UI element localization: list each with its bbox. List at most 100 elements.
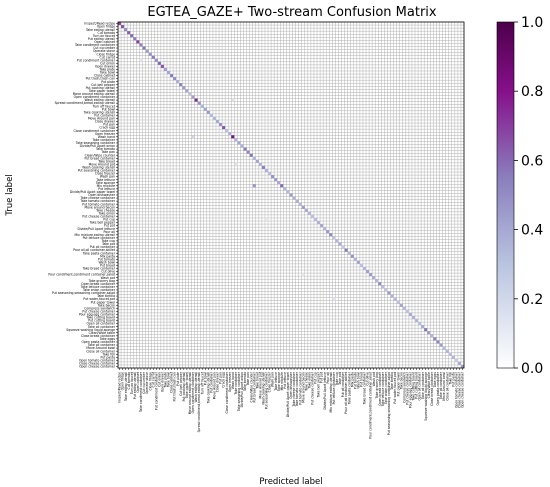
y-tick-label: Take oil container: [87, 325, 116, 329]
y-tick-label: Pour egg,egg container: [79, 313, 116, 317]
x-tick-label: Cut tomato: [127, 372, 131, 390]
y-tick-label: Cut olive: [101, 270, 115, 274]
matrix-cell: [378, 282, 382, 286]
x-tick-label: Close oil container: [445, 371, 449, 400]
matrix-frame: [117, 21, 465, 369]
x-tick-label: Take pasta container: [347, 371, 351, 405]
x-tick-label: Open pasta container: [436, 371, 440, 405]
y-tick-label: Put bowl: [102, 107, 115, 111]
y-tick-label: Put cheese container: [82, 309, 115, 313]
y-tick-label: Put oil container: [90, 245, 116, 249]
y-tick-label: Pour oil: [104, 230, 116, 234]
y-tick-label: Take paper towel: [88, 89, 115, 93]
x-tick-label: Take tortilla: [390, 372, 394, 391]
y-tick-label: Open oil container: [86, 322, 115, 326]
matrix-cell: [295, 199, 299, 203]
y-tick-label: Put seasoning container: [78, 169, 116, 173]
x-tick-label: Open oil container: [418, 371, 422, 400]
x-tick-label: Put lettuce container: [332, 371, 336, 404]
x-tick-label: Spread condiment,bread,eating utensil: [197, 372, 201, 433]
x-tick-label: Take seasoning container: [237, 371, 241, 412]
x-tick-label: Wash pan: [271, 372, 275, 387]
y-tick-label: Take eggs: [99, 337, 116, 341]
matrix-cell: [249, 153, 253, 157]
matrix-cell: [418, 322, 422, 326]
x-tick-label: Mix mixture,eating utensil: [329, 372, 333, 413]
y-tick-label: Open fridge: [97, 25, 115, 29]
matrix-cell: [384, 288, 388, 292]
y-tick-label: Take onion: [98, 211, 115, 215]
colorbar-tick-label: 1.0: [521, 15, 543, 31]
x-tick-label: Put pasta: [451, 372, 455, 387]
y-tick-label: Take tomato: [95, 147, 115, 151]
matrix-cell: [176, 80, 180, 84]
matrix-cell: [439, 343, 443, 347]
y-tick-label: Take bread container: [82, 267, 116, 271]
x-tick-label: Take paper towel: [185, 372, 189, 399]
x-tick-label: Put eating utensil: [133, 372, 137, 399]
colorbar-tick-label: 0.8: [521, 84, 543, 100]
matrix-cell: [411, 315, 416, 320]
matrix-cell: [148, 52, 152, 56]
x-tick-label: Put cheese container: [405, 371, 409, 404]
matrix-cell: [424, 328, 428, 332]
y-tick-label: Move Around bowl: [86, 346, 115, 350]
matrix-cell: [317, 221, 321, 225]
y-tick-label: Close drawer: [95, 120, 116, 124]
y-tick-label: Put paper towel: [91, 300, 115, 304]
x-tick-label: Take condiment container: [139, 371, 143, 413]
y-tick-label: Take sponge: [95, 181, 115, 185]
matrix-cell: [203, 107, 207, 111]
x-tick-label: Close cabinet: [170, 371, 174, 393]
matrix-cell: [344, 248, 348, 252]
y-tick-label: Mix mixture,eating utensil: [75, 233, 116, 237]
y-tick-label: Put pot: [104, 224, 116, 228]
matrix-cell: [136, 40, 140, 44]
matrix-cell: [408, 312, 412, 316]
x-tick-label: Cut onion: [157, 372, 161, 387]
matrix-cell: [219, 123, 223, 127]
matrix-cell: [234, 138, 238, 142]
y-tick-label: Close cabinet: [94, 74, 116, 78]
x-tick-label: Take cheese container: [292, 371, 296, 407]
y-tick-label: Cut bell pepper: [91, 83, 116, 87]
matrix-cell: [258, 162, 262, 166]
matrix-cell: [163, 67, 167, 71]
x-tick-label: Close condiment container: [225, 371, 229, 413]
x-tick-label: Take cup: [335, 372, 339, 387]
y-tick-label: Close oil container: [86, 349, 115, 353]
matrix-cell: [402, 306, 406, 310]
colorbar-ticks: 0.0 0.2 0.4 0.6 0.8 1.0: [514, 15, 543, 377]
x-tick-label: Take cooking utensil: [206, 372, 210, 404]
y-tick-label: Put seasoning,seasoning container,salad: [52, 291, 115, 295]
x-tick-label: Pour oil,oil container,skillet: [344, 371, 348, 414]
x-tick-labels: Inspect/Read recipe Open fridge Take eatin…: [118, 368, 465, 439]
x-tick-label: Take cutting board: [412, 372, 416, 402]
y-tick-label: Take bread: [97, 159, 115, 163]
matrix-cell: [142, 46, 146, 50]
y-tick-label: Cut carrot: [100, 55, 116, 59]
x-tick-label: Close drawer: [216, 371, 220, 392]
matrix-cell: [289, 193, 293, 197]
matrix-cell: [320, 224, 324, 228]
x-tick-label: Put pot: [320, 371, 324, 383]
x-tick-label: Close cheese container: [458, 371, 462, 408]
y-tick-label: Take cutting board: [85, 316, 115, 320]
x-tick-label: Put condiment container: [154, 371, 158, 410]
x-tick-label: Cut bell pepper: [179, 371, 183, 396]
y-tick-label: Put container: [94, 113, 115, 117]
matrix-cell: [268, 172, 272, 176]
x-axis-label: Predicted label: [259, 477, 322, 487]
matrix-cell: [329, 233, 333, 237]
matrix-cell: [255, 159, 259, 163]
x-tick-label: Put tomato: [353, 372, 357, 389]
colorbar: [496, 21, 515, 369]
x-tick-label: Put paper towel: [396, 372, 400, 396]
colorbar-tick-label: 0.4: [521, 223, 543, 239]
y-tick-label: Put trash,trash can: [86, 77, 115, 81]
y-tick-label: Wash eating utensil: [85, 98, 116, 102]
matrix-cell: [173, 77, 177, 81]
x-tick-label: Close freezer: [268, 371, 272, 392]
x-tick-label: Put bread container: [252, 371, 256, 402]
matrix-cell: [341, 245, 345, 249]
